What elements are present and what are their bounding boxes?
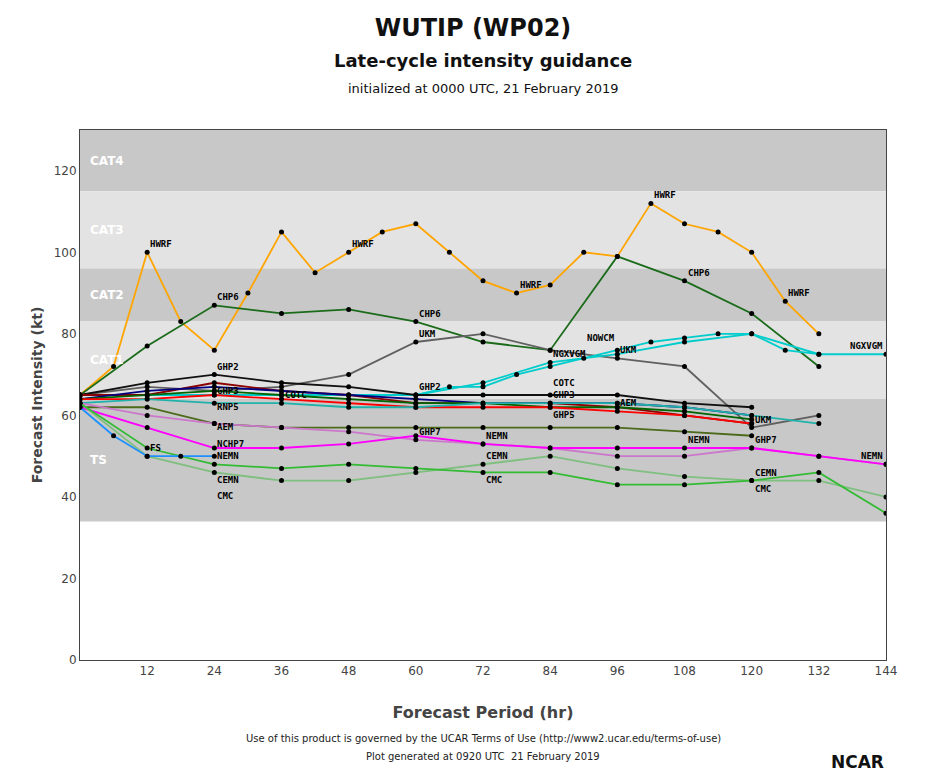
svg-text:60: 60: [61, 409, 76, 423]
svg-text:NCHP7: NCHP7: [217, 439, 244, 449]
svg-text:GHP2: GHP2: [419, 382, 441, 392]
svg-text:60: 60: [408, 664, 423, 678]
svg-text:120: 120: [740, 664, 763, 678]
svg-text:HWRF: HWRF: [520, 280, 542, 290]
svg-text:CEMN: CEMN: [217, 475, 239, 485]
svg-text:108: 108: [673, 664, 696, 678]
svg-text:CEMN: CEMN: [486, 451, 508, 461]
svg-text:NEMN: NEMN: [486, 431, 508, 441]
svg-text:144: 144: [875, 664, 898, 678]
svg-text:HWRF: HWRF: [352, 239, 374, 249]
svg-text:0: 0: [69, 653, 77, 667]
svg-text:NEMN: NEMN: [861, 451, 883, 461]
svg-text:CHP6: CHP6: [217, 292, 239, 302]
svg-text:NCAR: NCAR: [831, 752, 884, 772]
svg-text:RNP5: RNP5: [217, 402, 239, 412]
svg-text:CMC: CMC: [755, 484, 771, 494]
svg-text:40: 40: [61, 490, 76, 504]
svg-text:96: 96: [610, 664, 625, 678]
svg-text:CAT1: CAT1: [90, 353, 124, 367]
svg-text:NOWCM: NOWCM: [587, 333, 615, 343]
svg-text:GHP3: GHP3: [217, 386, 239, 396]
svg-text:GHP7: GHP7: [755, 435, 777, 445]
svg-text:84: 84: [543, 664, 558, 678]
svg-text:GHP2: GHP2: [217, 362, 239, 372]
svg-text:UKM: UKM: [620, 345, 637, 355]
svg-text:CMC: CMC: [217, 491, 233, 501]
svg-text:GHP5: GHP5: [553, 410, 575, 420]
svg-text:NGXVGM: NGXVGM: [850, 341, 883, 351]
svg-text:100: 100: [54, 246, 77, 260]
svg-text:72: 72: [475, 664, 490, 678]
svg-text:Late-cycle intensity guidance: Late-cycle intensity guidance: [334, 50, 632, 71]
svg-text:GHP7: GHP7: [419, 427, 441, 437]
svg-text:24: 24: [207, 664, 222, 678]
svg-text:FS: FS: [150, 443, 161, 453]
svg-text:Use of this product is governe: Use of this product is governed by the U…: [246, 733, 721, 744]
svg-text:CEMN: CEMN: [755, 468, 777, 478]
svg-text:CHP6: CHP6: [419, 309, 441, 319]
svg-text:COTC: COTC: [285, 390, 307, 400]
svg-text:132: 132: [807, 664, 830, 678]
svg-text:80: 80: [61, 327, 76, 341]
svg-text:NEMN: NEMN: [688, 435, 710, 445]
svg-text:NGXVGM: NGXVGM: [553, 349, 586, 359]
svg-text:48: 48: [341, 664, 356, 678]
svg-text:120: 120: [54, 164, 77, 178]
svg-text:20: 20: [61, 572, 76, 586]
svg-text:Forecast Intensity (kt): Forecast Intensity (kt): [29, 307, 45, 484]
svg-text:HWRF: HWRF: [150, 239, 172, 249]
svg-text:HWRF: HWRF: [788, 288, 810, 298]
svg-text:CAT3: CAT3: [90, 223, 124, 237]
svg-text:NEMN: NEMN: [217, 451, 239, 461]
svg-text:GHP3: GHP3: [553, 390, 575, 400]
svg-text:36: 36: [274, 664, 289, 678]
svg-text:HWRF: HWRF: [654, 190, 676, 200]
svg-text:CHP6: CHP6: [688, 268, 710, 278]
svg-text:UKM: UKM: [755, 415, 772, 425]
svg-text:AEM: AEM: [217, 422, 234, 432]
svg-text:CAT4: CAT4: [90, 154, 124, 168]
svg-text:Plot generated at 0920 UTC 21: Plot generated at 0920 UTC 21 February 2…: [366, 751, 600, 762]
svg-text:WUTIP (WP02): WUTIP (WP02): [375, 14, 572, 42]
svg-text:AEM: AEM: [620, 398, 637, 408]
svg-text:initialized at 0000 UTC, 21 Fe: initialized at 0000 UTC, 21 February 201…: [348, 81, 619, 96]
svg-text:12: 12: [140, 664, 155, 678]
svg-text:UKM: UKM: [419, 329, 436, 339]
svg-text:TS: TS: [90, 453, 107, 467]
svg-text:COTC: COTC: [553, 378, 575, 388]
svg-text:Forecast Period (hr): Forecast Period (hr): [393, 703, 574, 722]
svg-text:CAT2: CAT2: [90, 288, 124, 302]
svg-text:CMC: CMC: [486, 475, 502, 485]
